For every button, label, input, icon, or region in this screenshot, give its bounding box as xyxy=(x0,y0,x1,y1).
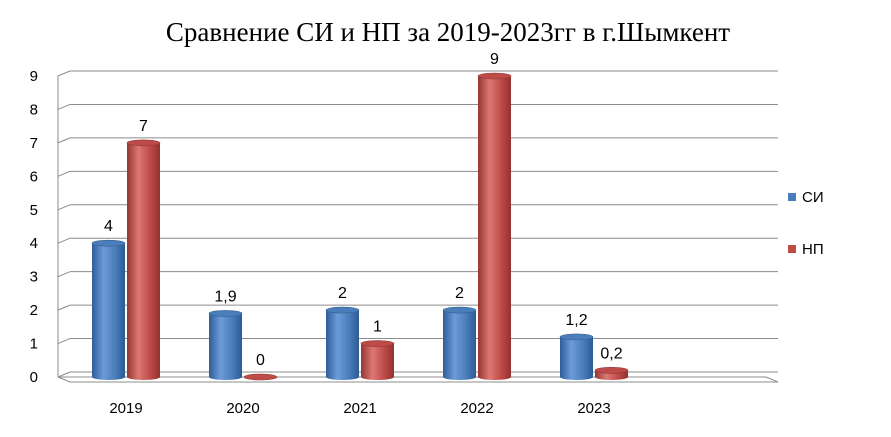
legend-item: НП xyxy=(788,241,824,258)
bar-top xyxy=(243,373,278,381)
legend-item: СИ xyxy=(788,189,824,206)
bar-bottom xyxy=(127,374,160,380)
bar-body xyxy=(560,336,593,377)
chart-floor xyxy=(57,376,779,383)
x-tick-label: 2021 xyxy=(343,400,376,417)
legend-label: НП xyxy=(802,241,824,258)
bar-bottom xyxy=(560,374,593,380)
x-tick-label: 2023 xyxy=(577,400,610,417)
bar-top xyxy=(594,367,629,374)
bar-bottom xyxy=(209,374,242,380)
bar-body xyxy=(209,313,242,377)
y-tick-label: 7 xyxy=(30,135,38,152)
data-label: 1,2 xyxy=(565,312,587,329)
bar-top xyxy=(325,306,360,314)
bar-bottom xyxy=(443,374,476,380)
bar xyxy=(477,72,512,380)
bar-body xyxy=(478,76,511,377)
bar xyxy=(594,367,629,380)
bar xyxy=(559,333,594,380)
data-label: 1 xyxy=(373,319,382,336)
bar xyxy=(243,373,278,381)
gridline xyxy=(57,271,71,278)
bar-body xyxy=(92,243,125,377)
y-tick-label: 1 xyxy=(30,336,38,353)
bar-bottom xyxy=(326,374,359,380)
bar-top xyxy=(208,310,243,317)
y-tick-label: 5 xyxy=(30,202,38,219)
y-tick-label: 9 xyxy=(30,68,38,85)
bar xyxy=(126,139,161,380)
chart-title: Сравнение СИ и НП за 2019-2023гг в г.Шым… xyxy=(166,17,730,47)
bar-bottom xyxy=(361,374,394,380)
bar-body xyxy=(361,343,394,377)
bar xyxy=(325,306,360,380)
data-label: 0 xyxy=(256,352,265,369)
data-label: 7 xyxy=(139,118,148,135)
gridline xyxy=(57,103,71,110)
y-tick-label: 3 xyxy=(30,269,38,286)
y-tick-label: 4 xyxy=(30,235,38,252)
bar-top xyxy=(559,333,594,341)
y-tick-label: 2 xyxy=(30,302,38,319)
bar-top xyxy=(442,306,477,314)
bar-bottom xyxy=(92,374,125,380)
bar xyxy=(442,306,477,380)
bar-body xyxy=(443,310,476,377)
gridline xyxy=(57,170,71,177)
legend-swatch xyxy=(788,193,796,201)
data-label: 2 xyxy=(455,285,464,302)
gridline xyxy=(57,338,71,345)
x-tick-label: 2019 xyxy=(109,400,142,417)
bar xyxy=(360,340,395,380)
gridline xyxy=(57,371,71,378)
y-tick-label: 6 xyxy=(30,168,38,185)
data-label: 1,9 xyxy=(214,288,236,305)
gridline xyxy=(57,237,71,244)
y-tick-label: 0 xyxy=(30,369,38,386)
bar-body xyxy=(326,310,359,377)
bar-top xyxy=(477,72,512,80)
data-label: 9 xyxy=(490,51,499,68)
bar-top xyxy=(126,139,161,147)
data-label: 0,2 xyxy=(600,345,622,362)
bar-bottom xyxy=(595,374,628,380)
y-tick-label: 8 xyxy=(30,101,38,118)
bar-top xyxy=(360,340,395,347)
bar-bottom xyxy=(478,374,511,380)
bar xyxy=(208,310,243,380)
data-label: 4 xyxy=(104,218,113,235)
gridline xyxy=(57,304,71,311)
bar-body xyxy=(595,370,628,377)
legend-swatch xyxy=(788,245,796,253)
gridline xyxy=(57,70,71,77)
bar-top xyxy=(91,239,126,247)
bar-body xyxy=(127,142,160,377)
x-tick-label: 2020 xyxy=(226,400,259,417)
bar xyxy=(91,239,126,380)
legend-label: СИ xyxy=(802,189,824,206)
x-tick-label: 2022 xyxy=(460,400,493,417)
gridline xyxy=(57,204,71,211)
gridline xyxy=(57,137,71,144)
data-label: 2 xyxy=(338,285,347,302)
